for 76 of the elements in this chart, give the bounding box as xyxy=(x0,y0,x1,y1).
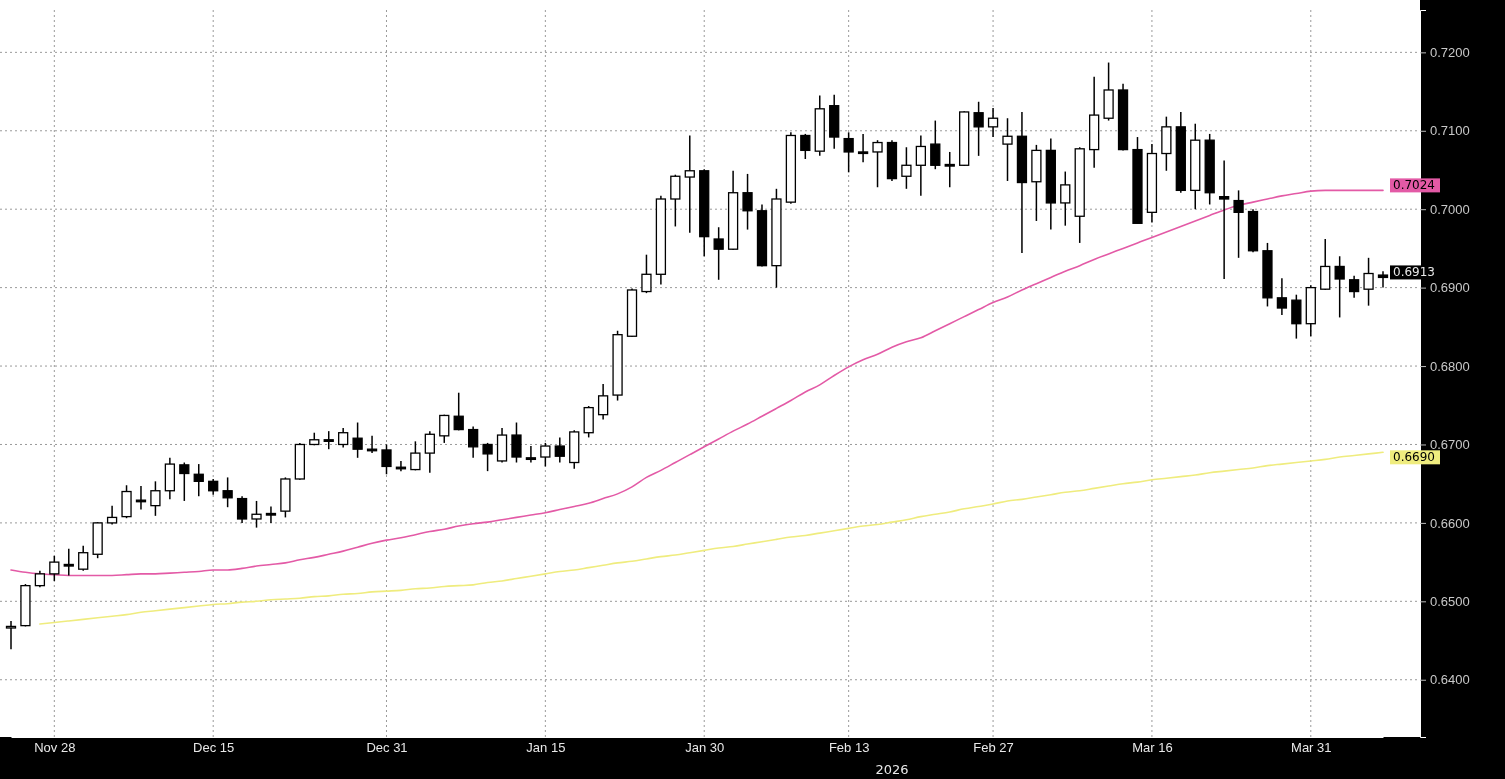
candlestick xyxy=(410,440,421,472)
candlestick xyxy=(1291,293,1302,340)
candlestick xyxy=(78,544,89,572)
candlestick xyxy=(511,421,522,464)
candlestick xyxy=(179,461,190,502)
candlestick xyxy=(857,133,869,163)
candlestick xyxy=(1377,270,1389,289)
y-tick-label: 0.6500 xyxy=(1430,593,1470,609)
candlestick xyxy=(987,107,999,138)
candlestick xyxy=(1060,170,1071,227)
candlestick xyxy=(597,383,609,421)
candlestick xyxy=(930,119,941,170)
candlestick xyxy=(713,226,724,281)
candlestick xyxy=(1363,257,1374,307)
data-label: 0.6690 xyxy=(1393,450,1435,465)
candlestick xyxy=(453,391,464,432)
data-label: 0.7024 xyxy=(1393,178,1435,193)
candlestick xyxy=(843,131,854,174)
y-tick-label: 0.7000 xyxy=(1430,201,1470,217)
candlestick xyxy=(150,480,161,517)
x-tick-label: Jan 30 xyxy=(685,740,725,756)
candlestick xyxy=(901,146,912,190)
x-tick-label: Dec 15 xyxy=(193,740,235,756)
candlestick xyxy=(872,139,883,188)
candlestick xyxy=(193,463,204,497)
candlestick xyxy=(525,445,537,464)
x-tick-label: Mar 16 xyxy=(1132,740,1173,756)
x-tick-label: Feb 27 xyxy=(973,740,1014,756)
candlestick xyxy=(222,476,233,508)
candlestick xyxy=(323,430,334,450)
x-tick-label: Jan 15 xyxy=(526,740,566,756)
line-series xyxy=(39,451,1384,625)
candlestick xyxy=(800,133,811,160)
price-tag: 0.7024 xyxy=(1390,178,1440,193)
x-tick-label: Nov 28 xyxy=(34,740,76,756)
candlestick xyxy=(49,555,60,582)
x-tick-label: Mar 31 xyxy=(1291,740,1332,756)
candlestick xyxy=(742,173,753,231)
x-tick-label: Feb 13 xyxy=(828,740,870,756)
y-tick-label: 0.6600 xyxy=(1430,515,1470,531)
candlestick xyxy=(973,101,984,157)
y-tick-label: 0.7100 xyxy=(1430,123,1470,139)
y-tick-label: 0.6700 xyxy=(1430,437,1470,453)
candlestick xyxy=(540,442,551,468)
candlestick xyxy=(915,134,926,197)
candlestick xyxy=(944,151,955,188)
candlestick xyxy=(641,253,652,294)
candlestick xyxy=(1276,277,1288,316)
y-tick-label: 0.6400 xyxy=(1430,672,1470,688)
candlestick xyxy=(554,436,565,464)
candlestick xyxy=(439,413,450,444)
candlestick xyxy=(1002,117,1013,182)
candlestick xyxy=(1320,238,1331,291)
candlestick xyxy=(468,425,479,459)
candlestick xyxy=(1334,255,1345,319)
y-tick-label: 0.6800 xyxy=(1430,358,1470,374)
candlestick xyxy=(1218,159,1230,280)
candlestick xyxy=(5,620,17,650)
candlestick xyxy=(352,421,363,459)
candlestick xyxy=(236,495,248,524)
candlestick xyxy=(670,173,681,228)
candlestick xyxy=(1348,275,1360,299)
candlestick xyxy=(338,427,349,449)
candlestick xyxy=(1233,189,1244,259)
candlestick xyxy=(424,430,435,474)
candlestick xyxy=(684,134,695,234)
y-tick-label: 0.7200 xyxy=(1430,45,1470,61)
candlestick xyxy=(63,548,74,577)
candlestick xyxy=(381,443,392,476)
candlestick xyxy=(482,442,493,472)
candlestick xyxy=(265,505,277,524)
y-tick-label: 0.6900 xyxy=(1430,280,1470,296)
price-tag: 0.6690 xyxy=(1390,450,1440,465)
x-tick-label: Dec 31 xyxy=(366,740,408,756)
x-axis-title: 2026 xyxy=(875,762,909,777)
candlestick xyxy=(251,500,262,529)
